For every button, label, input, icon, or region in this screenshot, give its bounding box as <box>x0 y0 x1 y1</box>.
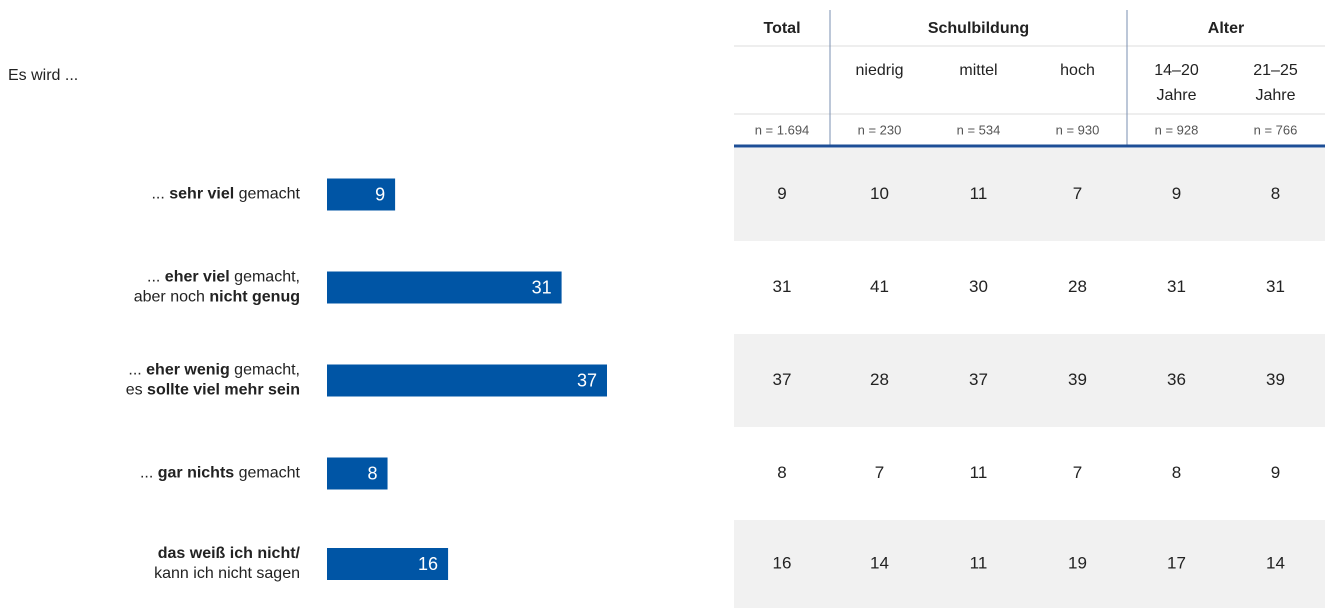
label-part: aber noch <box>134 289 210 306</box>
label-part: gemacht, <box>230 362 300 379</box>
column-header: Jahre <box>1255 87 1295 104</box>
table-cell: 39 <box>1068 370 1087 389</box>
sample-size: n = 930 <box>1056 122 1100 137</box>
table-cell: 28 <box>870 370 889 389</box>
bar <box>327 364 607 397</box>
category-label: ... eher viel gemacht, <box>147 269 300 286</box>
column-header: niedrig <box>855 62 903 79</box>
label-part: nicht genug <box>209 289 300 306</box>
chart-subtitle: Es wird ... <box>8 67 78 84</box>
category-label: ... eher wenig gemacht, <box>128 362 300 379</box>
column-header: hoch <box>1060 62 1095 79</box>
category-label: es sollte viel mehr sein <box>126 382 300 399</box>
label-part: ... <box>147 269 165 286</box>
value-label: 37 <box>577 370 597 390</box>
category-label: kann ich nicht sagen <box>154 565 300 582</box>
table-cell: 30 <box>969 277 988 296</box>
table-cell: 37 <box>969 370 988 389</box>
table-cell: 17 <box>1167 553 1186 572</box>
table-cell: 31 <box>1266 277 1285 296</box>
row-background <box>734 148 1325 241</box>
table-cell: 11 <box>970 463 988 482</box>
table-cell: 8 <box>777 463 786 482</box>
label-part: gemacht <box>234 465 300 482</box>
sample-size: n = 1.694 <box>755 122 810 137</box>
label-part: sehr viel <box>169 186 234 203</box>
table-cell: 37 <box>773 370 792 389</box>
category-label: das weiß ich nicht/ <box>158 545 301 562</box>
category-label: ... sehr viel gemacht <box>151 186 300 203</box>
label-part: gar nichts <box>158 465 235 482</box>
sample-size: n = 534 <box>957 122 1001 137</box>
label-part: sollte viel mehr sein <box>147 382 300 399</box>
label-part: kann ich nicht sagen <box>154 565 300 582</box>
table-cell: 14 <box>870 553 889 572</box>
column-header: Jahre <box>1156 87 1196 104</box>
bar <box>327 457 388 490</box>
group-header: Alter <box>1208 20 1244 37</box>
bar <box>327 178 396 211</box>
table-cell: 31 <box>773 277 792 296</box>
table-cell: 11 <box>970 553 988 572</box>
label-part: gemacht <box>234 186 300 203</box>
table-cell: 7 <box>875 463 884 482</box>
group-header: Schulbildung <box>928 20 1029 37</box>
table-cell: 9 <box>777 184 786 203</box>
value-label: 31 <box>532 277 552 297</box>
label-part: eher viel <box>165 269 230 286</box>
table-cell: 8 <box>1271 184 1280 203</box>
value-label: 16 <box>418 554 438 574</box>
bar <box>327 271 562 304</box>
table-cell: 9 <box>1172 184 1181 203</box>
table-cell: 10 <box>870 184 889 203</box>
table-cell: 31 <box>1167 277 1186 296</box>
label-part: ... <box>128 362 146 379</box>
table-cell: 7 <box>1073 184 1082 203</box>
table-cell: 11 <box>970 184 988 203</box>
label-part: eher wenig <box>146 362 230 379</box>
table-cell: 19 <box>1068 553 1087 572</box>
row-background <box>734 334 1325 427</box>
table-cell: 8 <box>1172 463 1181 482</box>
table-cell: 9 <box>1271 463 1280 482</box>
column-header: mittel <box>959 62 997 79</box>
table-cell: 14 <box>1266 553 1285 572</box>
label-part: ... <box>151 186 169 203</box>
column-header: 21–25 <box>1253 62 1298 79</box>
value-label: 9 <box>375 184 385 204</box>
table-cell: 16 <box>773 553 792 572</box>
table-cell: 36 <box>1167 370 1186 389</box>
label-part: gemacht, <box>230 269 300 286</box>
sample-size: n = 766 <box>1254 122 1298 137</box>
table-cell: 28 <box>1068 277 1087 296</box>
column-header: 14–20 <box>1154 62 1199 79</box>
sample-size: n = 230 <box>858 122 902 137</box>
bar <box>327 548 449 580</box>
group-header: Total <box>763 20 800 37</box>
label-part: es <box>126 382 147 399</box>
row-background <box>734 520 1325 608</box>
label-part: ... <box>140 465 158 482</box>
table-cell: 7 <box>1073 463 1082 482</box>
table-cell: 41 <box>870 277 889 296</box>
sample-size: n = 928 <box>1155 122 1199 137</box>
category-label: ... gar nichts gemacht <box>140 465 301 482</box>
table-cell: 39 <box>1266 370 1285 389</box>
label-part: das weiß ich nicht/ <box>158 545 301 562</box>
category-label: aber noch nicht genug <box>134 289 300 306</box>
value-label: 8 <box>368 463 378 483</box>
